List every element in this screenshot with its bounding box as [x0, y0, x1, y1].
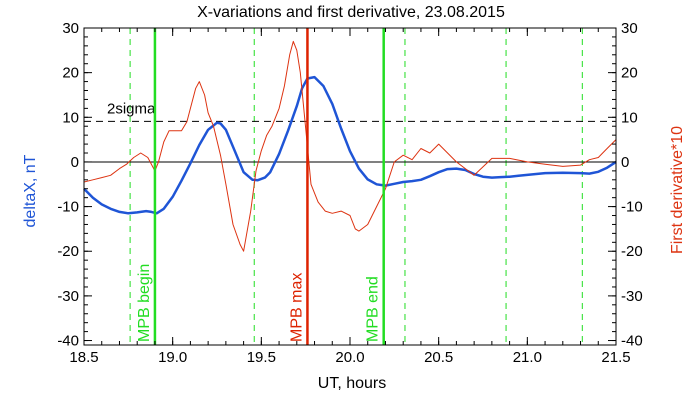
x-tick-label: 20.5: [424, 349, 453, 366]
event-label: MPB begin: [136, 264, 153, 342]
y-axis-left-label: deltaX, nT: [22, 154, 39, 227]
x-tick-label: 19.5: [247, 349, 276, 366]
y-left-tick-label: 10: [62, 109, 79, 126]
x-tick-label: 20.0: [335, 349, 364, 366]
event-label: MPB max: [288, 273, 305, 342]
y-right-tick-label: -30: [621, 288, 643, 305]
y-left-tick-label: 30: [62, 20, 79, 37]
x-tick-label: 21.0: [513, 349, 542, 366]
y-right-tick-label: 10: [621, 109, 638, 126]
x-axis-label: UT, hours: [318, 375, 386, 392]
derivative-series-line: [83, 40, 617, 252]
y-left-tick-label: -20: [57, 243, 79, 260]
y-left-tick-label: 0: [71, 154, 79, 171]
y-right-tick-label: 20: [621, 65, 638, 82]
y-left-tick-label: 20: [62, 65, 79, 82]
y-right-tick-label: 30: [621, 20, 638, 37]
y-left-tick-label: -10: [57, 199, 79, 216]
event-label: MPB end: [365, 276, 382, 342]
x-tick-label: 18.5: [69, 349, 98, 366]
y-right-tick-label: -40: [621, 333, 643, 350]
threshold-label: 2sigma: [107, 100, 156, 117]
plot-area: 2sigma MPB begin MPB max MPB end 18.5 19.0 19.…: [57, 20, 642, 366]
y-left-tick-label: -30: [57, 288, 79, 305]
y-left-tick-label: -40: [57, 333, 79, 350]
x-tick-label: 21.5: [601, 349, 630, 366]
y-right-tick-label: -10: [621, 199, 643, 216]
y-right-tick-label: -20: [621, 243, 643, 260]
deltax-series-line: [83, 75, 617, 215]
y-axis-right-label: First derivative*10: [669, 126, 686, 254]
y-right-tick-label: 0: [621, 154, 629, 171]
plot-frame: [83, 27, 617, 346]
x-tick-label: 19.0: [158, 349, 187, 366]
chart-title: X-variations and first derivative, 23.08…: [197, 4, 505, 21]
